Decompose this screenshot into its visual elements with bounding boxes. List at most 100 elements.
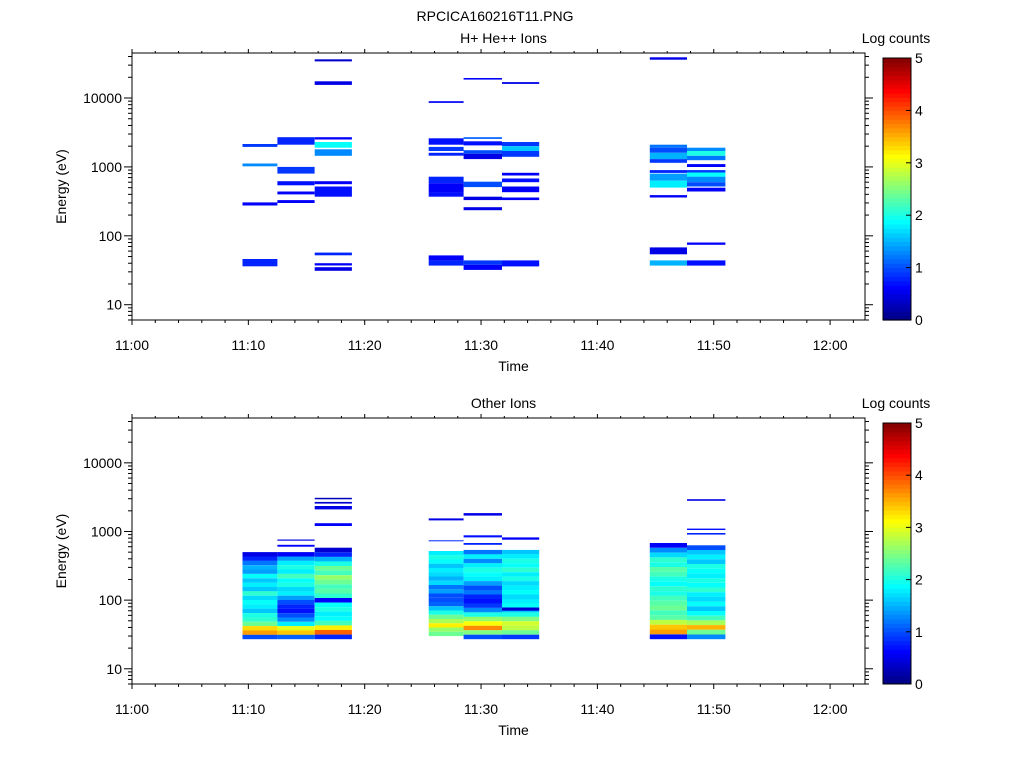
- heatmap-cell: [463, 616, 502, 622]
- heatmap-cell: [242, 617, 278, 622]
- colorbar-band: [883, 149, 911, 155]
- heatmap-cell: [277, 569, 315, 574]
- heatmap-cell: [242, 613, 278, 618]
- y-tick-label: 10000: [83, 455, 122, 471]
- heatmap-cell: [428, 138, 464, 145]
- heatmap-cell: [502, 590, 540, 595]
- heatmap-cell: [463, 590, 502, 595]
- colorbar-band: [883, 97, 911, 103]
- colorbar-band: [883, 610, 911, 615]
- heatmap-cell: [314, 252, 352, 256]
- heatmap-cell: [463, 207, 502, 211]
- heatmap-cell: [314, 588, 352, 594]
- colorbar: 0 1 2 3 4 5 Log counts: [862, 30, 931, 328]
- heatmap-cell: [314, 267, 352, 271]
- heatmap-cell: [463, 181, 502, 188]
- heatmap-cell: [277, 573, 315, 579]
- colorbar-band: [883, 536, 911, 541]
- heatmap-cell: [428, 101, 464, 103]
- heatmap-cell: [428, 580, 464, 585]
- heatmap-cell: [463, 78, 502, 80]
- colorbar-label: Log counts: [862, 395, 931, 411]
- heatmap-cell: [428, 606, 464, 611]
- heatmap-cell: [687, 499, 726, 501]
- colorbar-band: [883, 453, 911, 459]
- heatmap-cell: [687, 554, 726, 560]
- heatmap-cell: [649, 562, 687, 567]
- heatmap-cell: [428, 627, 464, 632]
- heatmap-cell: [314, 598, 352, 603]
- heatmap-cell: [242, 163, 278, 167]
- heatmap-cell: [687, 629, 726, 635]
- colorbar-band: [883, 605, 911, 611]
- heatmap-cell: [463, 549, 502, 555]
- heatmap-cell: [428, 614, 464, 620]
- colorbar-band: [883, 219, 911, 225]
- heatmap-cell: [649, 547, 687, 553]
- heatmap-cell: [463, 141, 502, 146]
- heatmap-cell: [649, 605, 687, 611]
- colorbar-band: [883, 267, 911, 273]
- colorbar-band: [883, 436, 911, 441]
- panel-title: H+ He++ Ions: [460, 30, 547, 46]
- colorbar-band: [883, 254, 911, 260]
- heatmap-cell: [277, 617, 315, 622]
- heatmap-cell: [463, 572, 502, 577]
- heatmap-cell: [463, 558, 502, 564]
- colorbar-band: [883, 662, 911, 668]
- heatmap-cell: [277, 595, 315, 601]
- colorbar-band: [883, 470, 911, 476]
- heatmap-cell: [242, 560, 278, 566]
- heatmap-cell: [687, 625, 726, 630]
- heatmap-cell: [428, 559, 464, 564]
- heatmap-cell: [277, 634, 315, 640]
- colorbar-band: [883, 601, 911, 607]
- colorbar-tick-label: 2: [915, 207, 923, 223]
- heatmap-cell: [314, 142, 352, 148]
- heatmap-cell: [242, 604, 278, 609]
- heatmap-cell: [242, 573, 278, 579]
- y-tick-label: 1000: [91, 159, 122, 175]
- heatmap-cell: [649, 619, 687, 625]
- heatmap-cell: [502, 142, 540, 147]
- colorbar-band: [883, 132, 911, 138]
- colorbar-band: [883, 136, 911, 142]
- x-tick-label: 11:30: [464, 701, 498, 717]
- heatmap-cell: [687, 182, 726, 187]
- colorbar-band: [883, 127, 911, 133]
- heatmap-cell: [687, 545, 726, 550]
- heatmap-cell: [428, 192, 464, 197]
- heatmap-cell: [277, 578, 315, 583]
- heatmap-cell: [502, 572, 540, 577]
- x-axis-label: Time: [498, 722, 529, 738]
- panel-1: H+ He++ Ions 11:00 11:10 11:20 11:30 11:40 11:…: [53, 30, 930, 374]
- heatmap-cell: [687, 564, 726, 569]
- colorbar-band: [883, 492, 911, 498]
- heatmap-cell: [428, 563, 464, 568]
- colorbar-band: [883, 114, 911, 120]
- colorbar-band: [883, 675, 911, 681]
- heatmap-cell: [463, 196, 502, 201]
- heatmap-cell: [502, 607, 540, 611]
- heatmap-cell: [687, 528, 726, 530]
- y-tick-label: 10: [106, 297, 122, 313]
- heatmap-cell: [463, 264, 502, 270]
- colorbar-band: [883, 110, 911, 116]
- colorbar-band: [883, 644, 911, 650]
- heatmap-cell: [242, 565, 278, 570]
- heatmap-cell: [502, 554, 540, 559]
- heatmap-cell: [687, 147, 726, 151]
- colorbar-band: [883, 210, 911, 216]
- heatmap-cell: [314, 137, 352, 140]
- heatmap-cell: [314, 556, 352, 562]
- heatmap-cell: [502, 585, 540, 591]
- heatmap-cell: [649, 170, 687, 173]
- heatmap-cell: [502, 634, 540, 640]
- colorbar-band: [883, 579, 911, 585]
- heatmap-cell: [428, 183, 464, 193]
- heatmap-cell: [314, 579, 352, 585]
- colorbar-band: [883, 631, 911, 637]
- colorbar-band: [883, 653, 911, 659]
- x-tick-label: 11:50: [697, 701, 731, 717]
- colorbar-band: [883, 228, 911, 234]
